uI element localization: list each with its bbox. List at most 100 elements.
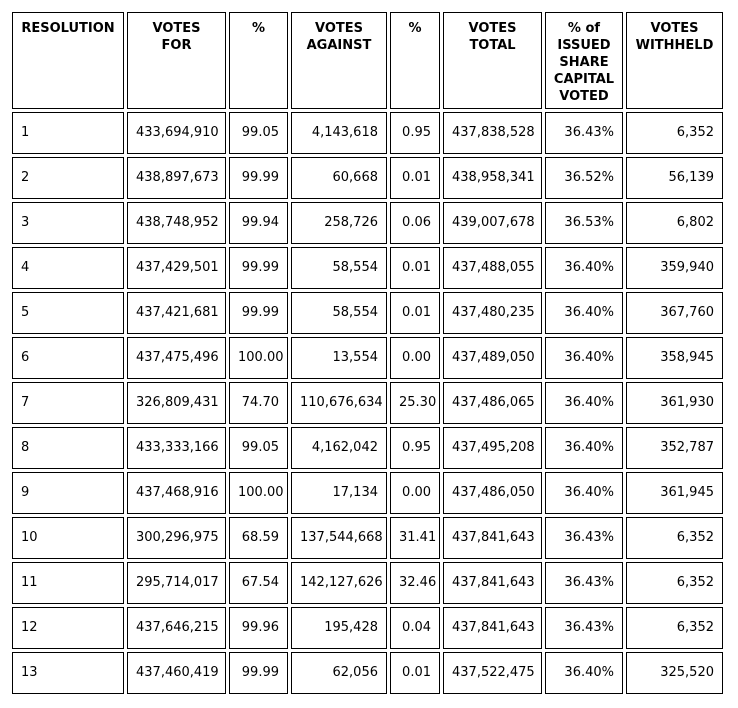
cell-resolution: 13 [12, 652, 124, 694]
cell-for-pct: 74.70 [229, 382, 288, 424]
cell-votes-withheld: 56,139 [626, 157, 723, 199]
cell-resolution: 2 [12, 157, 124, 199]
cell-issued-share-capital-pct: 36.40% [545, 472, 623, 514]
cell-votes-withheld: 6,352 [626, 112, 723, 154]
cell-against-pct: 0.01 [390, 292, 440, 334]
cell-against-pct: 0.01 [390, 652, 440, 694]
cell-against-pct: 0.04 [390, 607, 440, 649]
cell-votes-total: 437,841,643 [443, 607, 542, 649]
cell-against-pct: 32.46 [390, 562, 440, 604]
cell-issued-share-capital-pct: 36.43% [545, 517, 623, 559]
cell-resolution: 11 [12, 562, 124, 604]
cell-votes-for: 438,748,952 [127, 202, 226, 244]
cell-votes-total: 437,522,475 [443, 652, 542, 694]
cell-resolution: 10 [12, 517, 124, 559]
cell-votes-against: 62,056 [291, 652, 387, 694]
table-row: 2 438,897,673 99.99 60,668 0.01 438,958,341 36… [12, 157, 723, 199]
cell-against-pct: 31.41 [390, 517, 440, 559]
cell-votes-withheld: 6,352 [626, 517, 723, 559]
cell-for-pct: 99.94 [229, 202, 288, 244]
cell-resolution: 4 [12, 247, 124, 289]
cell-votes-against: 17,134 [291, 472, 387, 514]
cell-votes-withheld: 352,787 [626, 427, 723, 469]
cell-votes-against: 195,428 [291, 607, 387, 649]
table-row: 6 437,475,496 100.00 13,554 0.00 437,489,050 3… [12, 337, 723, 379]
cell-votes-against: 4,143,618 [291, 112, 387, 154]
cell-for-pct: 67.54 [229, 562, 288, 604]
cell-against-pct: 0.01 [390, 247, 440, 289]
cell-votes-for: 437,475,496 [127, 337, 226, 379]
cell-for-pct: 99.05 [229, 427, 288, 469]
cell-resolution: 8 [12, 427, 124, 469]
cell-issued-share-capital-pct: 36.40% [545, 382, 623, 424]
cell-against-pct: 0.95 [390, 112, 440, 154]
table-row: 9 437,468,916 100.00 17,134 0.00 437,486,050 3… [12, 472, 723, 514]
cell-issued-share-capital-pct: 36.40% [545, 427, 623, 469]
cell-resolution: 3 [12, 202, 124, 244]
table-row: 5 437,421,681 99.99 58,554 0.01 437,480,235 36… [12, 292, 723, 334]
cell-votes-against: 137,544,668 [291, 517, 387, 559]
cell-votes-for: 437,460,419 [127, 652, 226, 694]
cell-votes-total: 437,489,050 [443, 337, 542, 379]
table-row: 4 437,429,501 99.99 58,554 0.01 437,488,055 36… [12, 247, 723, 289]
table-row: 10 300,296,975 68.59 137,544,668 31.41 437,84… [12, 517, 723, 559]
cell-votes-total: 439,007,678 [443, 202, 542, 244]
col-header-against-percent: % [390, 12, 440, 109]
cell-votes-against: 258,726 [291, 202, 387, 244]
cell-against-pct: 0.01 [390, 157, 440, 199]
cell-issued-share-capital-pct: 36.43% [545, 112, 623, 154]
cell-votes-total: 437,480,235 [443, 292, 542, 334]
cell-votes-for: 433,333,166 [127, 427, 226, 469]
cell-votes-total: 437,841,643 [443, 517, 542, 559]
cell-issued-share-capital-pct: 36.53% [545, 202, 623, 244]
cell-votes-total: 437,495,208 [443, 427, 542, 469]
cell-against-pct: 0.00 [390, 472, 440, 514]
cell-votes-for: 437,429,501 [127, 247, 226, 289]
cell-resolution: 5 [12, 292, 124, 334]
col-header-issued-share-capital-pct: % of ISSUED SHARE CAPITAL VOTED [545, 12, 623, 109]
cell-votes-against: 58,554 [291, 292, 387, 334]
cell-against-pct: 0.00 [390, 337, 440, 379]
cell-issued-share-capital-pct: 36.40% [545, 247, 623, 289]
cell-resolution: 6 [12, 337, 124, 379]
cell-for-pct: 99.99 [229, 652, 288, 694]
cell-votes-for: 300,296,975 [127, 517, 226, 559]
cell-votes-withheld: 359,940 [626, 247, 723, 289]
cell-votes-for: 438,897,673 [127, 157, 226, 199]
table-row: 7 326,809,431 74.70 110,676,634 25.30 437,486… [12, 382, 723, 424]
cell-votes-withheld: 6,352 [626, 607, 723, 649]
cell-votes-for: 437,421,681 [127, 292, 226, 334]
col-header-votes-withheld: VOTES WITHHELD [626, 12, 723, 109]
cell-resolution: 1 [12, 112, 124, 154]
cell-resolution: 12 [12, 607, 124, 649]
header-row: RESOLUTION VOTES FOR % VOTES AGAINST % V… [12, 12, 723, 109]
cell-issued-share-capital-pct: 36.40% [545, 292, 623, 334]
table-row: 8 433,333,166 99.05 4,162,042 0.95 437,495,20… [12, 427, 723, 469]
cell-votes-for: 433,694,910 [127, 112, 226, 154]
cell-votes-withheld: 6,802 [626, 202, 723, 244]
cell-issued-share-capital-pct: 36.40% [545, 652, 623, 694]
cell-votes-withheld: 6,352 [626, 562, 723, 604]
table-row: 11 295,714,017 67.54 142,127,626 32.46 437,84… [12, 562, 723, 604]
cell-issued-share-capital-pct: 36.40% [545, 337, 623, 379]
cell-votes-withheld: 367,760 [626, 292, 723, 334]
col-header-resolution: RESOLUTION [12, 12, 124, 109]
cell-votes-for: 295,714,017 [127, 562, 226, 604]
cell-issued-share-capital-pct: 36.43% [545, 607, 623, 649]
table-row: 12 437,646,215 99.96 195,428 0.04 437,841,643… [12, 607, 723, 649]
cell-for-pct: 99.99 [229, 292, 288, 334]
table-row: 3 438,748,952 99.94 258,726 0.06 439,007,678 3… [12, 202, 723, 244]
cell-for-pct: 99.99 [229, 157, 288, 199]
col-header-votes-total: VOTES TOTAL [443, 12, 542, 109]
cell-votes-total: 437,838,528 [443, 112, 542, 154]
cell-issued-share-capital-pct: 36.52% [545, 157, 623, 199]
table-row: 1 433,694,910 99.05 4,143,618 0.95 437,838,52… [12, 112, 723, 154]
cell-votes-for: 437,646,215 [127, 607, 226, 649]
cell-votes-against: 58,554 [291, 247, 387, 289]
cell-votes-withheld: 358,945 [626, 337, 723, 379]
cell-votes-for: 326,809,431 [127, 382, 226, 424]
cell-votes-against: 142,127,626 [291, 562, 387, 604]
cell-votes-for: 437,468,916 [127, 472, 226, 514]
cell-for-pct: 99.99 [229, 247, 288, 289]
